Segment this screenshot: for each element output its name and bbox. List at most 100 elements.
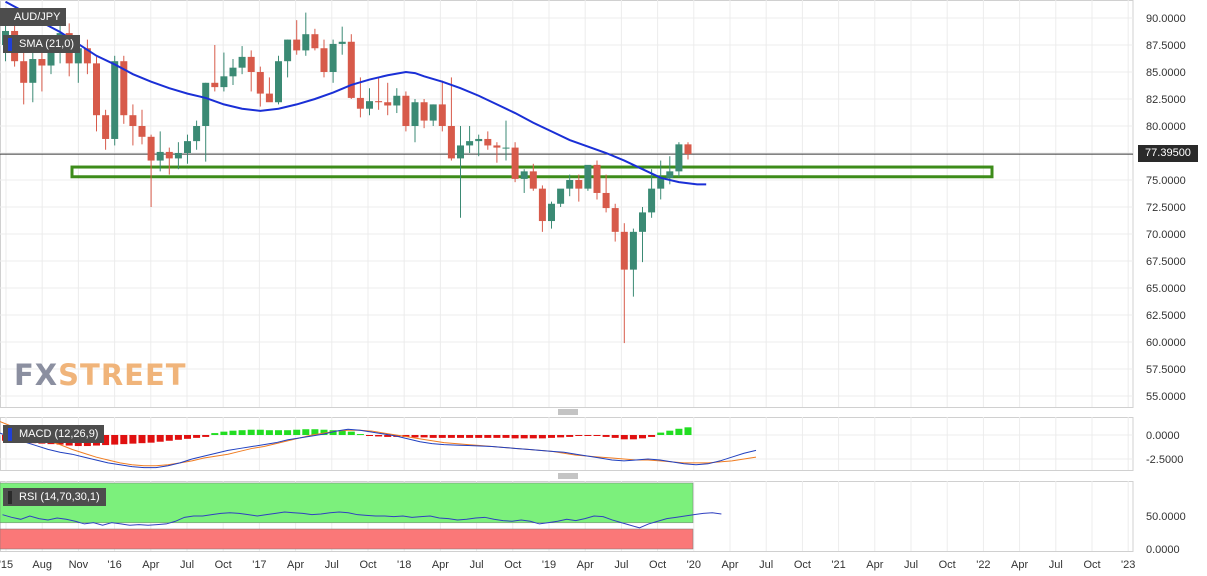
candle-body — [375, 101, 383, 103]
y-tick-label: 65.0000 — [1146, 283, 1186, 295]
macd-hist-bar — [111, 435, 119, 445]
candle-body — [265, 93, 273, 103]
rsi-line — [2, 511, 722, 529]
x-tick-label: Nov — [69, 559, 89, 571]
candle-body — [684, 144, 692, 155]
candle-body — [29, 59, 37, 83]
candle-body — [429, 104, 437, 121]
sma-label[interactable]: SMA (21,0) — [3, 35, 81, 53]
candle-body — [657, 177, 665, 189]
macd-hist-bar — [593, 435, 601, 436]
y-tick-label: 82.5000 — [1146, 94, 1186, 106]
macd-hist-bar — [629, 435, 637, 440]
candle-body — [165, 151, 173, 159]
candle-body — [174, 153, 182, 159]
macd-hist-bar — [356, 434, 364, 436]
sma-color-marker — [8, 38, 12, 51]
candle-body — [411, 102, 419, 126]
candle-body — [202, 82, 210, 126]
candle-body — [329, 43, 337, 72]
macd-hist-bar — [548, 435, 555, 438]
macd-y-tick-label: -2.5000 — [1146, 454, 1183, 466]
candle-body — [293, 39, 301, 51]
x-tick-label: '22 — [976, 559, 990, 571]
candle-body — [393, 95, 401, 106]
x-tick-label: Apr — [287, 559, 304, 571]
candle-body — [229, 67, 237, 77]
macd-hist-bar — [648, 435, 656, 437]
macd-hist-bar — [611, 435, 619, 438]
candle-body — [74, 48, 82, 64]
macd-hist-bar — [147, 435, 155, 443]
candle-body — [447, 126, 455, 159]
x-tick-label: '18 — [397, 559, 411, 571]
macd-hist-bar — [211, 433, 219, 435]
y-tick-label: 60.0000 — [1146, 337, 1186, 349]
macd-hist-bar — [174, 435, 182, 440]
candle-body — [620, 231, 628, 270]
candle-body — [238, 56, 246, 68]
candle-body — [38, 59, 46, 66]
candle-body — [593, 164, 601, 193]
candle-body — [275, 61, 282, 103]
candle-body — [129, 115, 137, 126]
candle-body — [520, 171, 528, 179]
rsi-y-tick-label: 50.0000 — [1146, 511, 1186, 523]
x-tick-label: '23 — [1121, 559, 1135, 571]
candle-body — [347, 41, 355, 98]
x-tick-label: Apr — [1011, 559, 1028, 571]
candle-body — [247, 56, 255, 72]
y-tick-label: 90.0000 — [1146, 13, 1186, 25]
candle-body — [511, 147, 519, 179]
macd-line — [0, 428, 757, 469]
macd-hist-bar — [384, 435, 392, 437]
x-tick-label: Apr — [577, 559, 594, 571]
macd-hist-bar — [265, 430, 273, 435]
x-tick-label: '17 — [252, 559, 266, 571]
macd-hist-bar — [311, 429, 319, 435]
candle-body — [47, 43, 55, 66]
macd-hist-bar — [620, 435, 628, 440]
y-tick-label: 87.5000 — [1146, 40, 1186, 52]
y-tick-label: 62.5000 — [1146, 310, 1186, 322]
candle-body — [356, 97, 364, 109]
macd-hist-bar — [220, 431, 228, 435]
macd-hist-bar — [202, 435, 210, 437]
candle-body — [648, 188, 656, 213]
x-tick-label: Oct — [794, 559, 811, 571]
candle-body — [557, 188, 565, 204]
macd-label[interactable]: MACD (12,26,9) — [3, 425, 105, 443]
x-tick-label: Jul — [180, 559, 194, 571]
candle-body — [666, 171, 674, 178]
macd-hist-bar — [657, 432, 665, 435]
candle-body — [457, 145, 464, 159]
macd-hist-bar — [639, 435, 646, 439]
macd-hist-bar — [538, 435, 546, 439]
rsi-label[interactable]: RSI (14,70,30,1) — [3, 488, 106, 506]
x-tick-label: Jul — [470, 559, 484, 571]
macd-hist-bar — [284, 430, 292, 435]
candle-body — [629, 231, 637, 270]
macd-hist-bar — [475, 435, 483, 438]
rsi-color-marker — [8, 491, 12, 504]
macd-hist-bar — [329, 430, 337, 435]
macd-color-marker — [8, 428, 12, 441]
x-tick-label: Jul — [325, 559, 339, 571]
last-price-tag: 77.39500 — [1138, 145, 1198, 162]
macd-hist-bar — [411, 435, 419, 438]
x-tick-label: Oct — [215, 559, 232, 571]
macd-hist-bar — [165, 435, 173, 441]
candle-body — [111, 61, 119, 139]
candle-body — [639, 212, 646, 232]
macd-hist-bar — [293, 429, 301, 435]
macd-hist-bar — [675, 428, 683, 435]
candle-body — [420, 102, 428, 121]
macd-hist-bar — [238, 430, 246, 435]
candle-body — [366, 101, 373, 109]
x-tick-label: Oct — [504, 559, 521, 571]
macd-hist-bar — [193, 435, 201, 438]
candle-body — [493, 145, 501, 148]
macd-hist-bar — [447, 435, 455, 438]
macd-hist-bar — [484, 435, 492, 438]
macd-hist-bar — [366, 435, 373, 436]
